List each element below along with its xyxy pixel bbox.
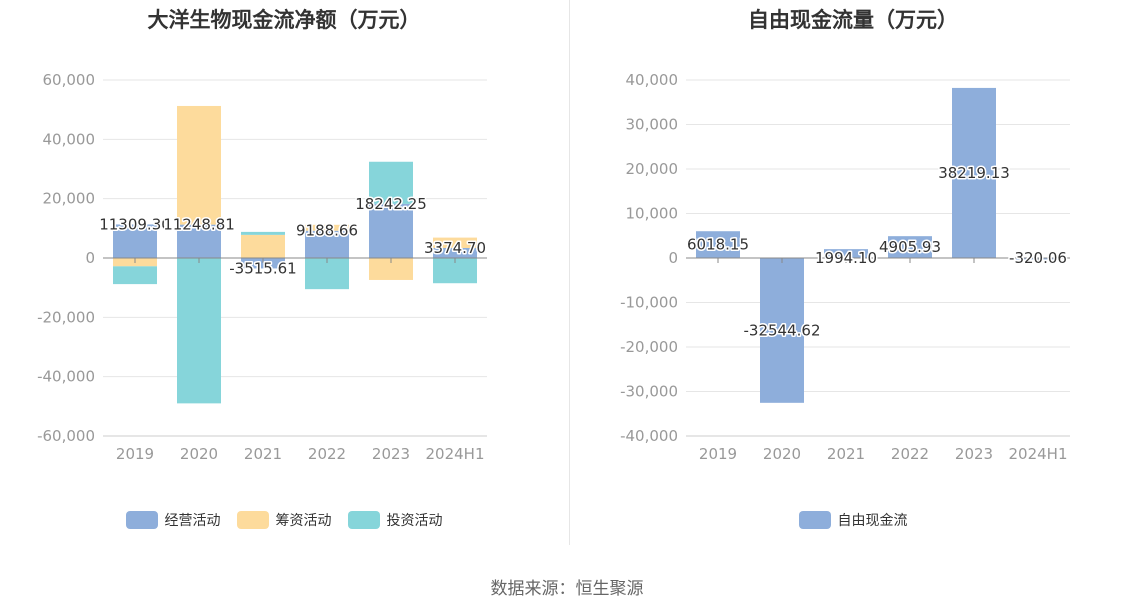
bar-financing (241, 234, 285, 258)
bar-operating (305, 230, 349, 258)
bar-investing (177, 258, 221, 404)
data-label: 4905.93 (879, 238, 941, 256)
data-label: -320.06 (1009, 249, 1067, 267)
y-tick-label: -40,000 (620, 427, 678, 445)
x-tick-label: 2021 (244, 445, 282, 463)
x-tick-label: 2024H1 (1009, 445, 1068, 463)
bar-series (952, 87, 996, 259)
y-tick-label: -30,000 (620, 383, 678, 401)
bar-series (760, 258, 804, 403)
x-tick-label: 2024H1 (426, 445, 485, 463)
data-label: 9188.66 (296, 222, 358, 240)
chart-title: 大洋生物现金流净额（万元） (147, 8, 421, 32)
bar-series (696, 231, 740, 258)
bar-financing (305, 224, 349, 231)
chart-title: 自由现金流量（万元） (748, 8, 958, 32)
data-source-note: 数据来源：恒生聚源 (490, 579, 644, 599)
x-tick-label: 2020 (180, 445, 218, 463)
legend-swatch (347, 511, 380, 529)
y-tick-label: 40,000 (626, 71, 679, 89)
x-tick-label: 2022 (308, 445, 346, 463)
x-tick-label: 2021 (827, 445, 865, 463)
cash-flow-net-chart: 大洋生物现金流净额（万元） 60,000 40,000 20,000 0 -20,000… (0, 0, 568, 545)
x-tick-label: 2019 (116, 445, 154, 463)
legend: 自由现金流 (572, 510, 1134, 530)
legend-item[interactable]: 自由现金流 (798, 510, 908, 530)
legend-swatch (236, 511, 269, 529)
bar-series (824, 249, 868, 258)
y-tick-label: 0 (85, 249, 95, 267)
bar-investing (241, 231, 285, 235)
legend-swatch (125, 511, 158, 529)
x-tick-label: 2019 (699, 445, 737, 463)
bar-series (888, 236, 932, 258)
bar-operating (177, 224, 221, 258)
y-tick-label: -40,000 (37, 368, 95, 386)
legend-label: 经营活动 (164, 513, 221, 529)
y-tick-label: -60,000 (37, 427, 95, 445)
y-tick-label: -20,000 (620, 338, 678, 356)
bar-investing (369, 161, 413, 204)
data-label: 1994.10 (815, 249, 877, 267)
y-tick-label: 20,000 (43, 190, 96, 208)
data-label: -3515.61 (229, 259, 296, 277)
legend-item[interactable]: 筹资活动 (236, 510, 332, 530)
legend-label: 投资活动 (386, 513, 443, 529)
free-cash-flow-plot: 40,000 30,000 20,000 10,000 0 -10,000 -20,000 -… (620, 71, 1070, 463)
data-label: 3374.70 (424, 239, 486, 257)
free-cash-flow-chart: 自由现金流量（万元） 40,000 30,000 20,000 10,000 0 -10,… (572, 0, 1134, 545)
bar-investing (113, 266, 157, 285)
data-label: 18242.25 (355, 195, 427, 213)
bar-financing (177, 105, 221, 225)
bar-operating (241, 258, 285, 269)
x-tick-label: 2023 (955, 445, 993, 463)
y-tick-label: 40,000 (43, 130, 96, 148)
data-label: 11309.30 (99, 215, 171, 233)
legend-item[interactable]: 投资活动 (347, 510, 443, 530)
legend-swatch (798, 511, 831, 529)
legend: 经营活动 筹资活动 投资活动 (0, 510, 568, 530)
data-label: 38219.13 (938, 164, 1010, 182)
legend-label: 筹资活动 (275, 513, 332, 529)
data-label: 11248.81 (163, 216, 235, 234)
y-tick-label: -10,000 (620, 294, 678, 312)
y-tick-label: 60,000 (43, 71, 96, 89)
bar-operating (369, 203, 413, 258)
legend-label: 自由现金流 (837, 513, 908, 529)
y-tick-label: 20,000 (626, 160, 679, 178)
bar-financing (369, 258, 413, 280)
y-tick-label: 30,000 (626, 116, 679, 134)
y-tick-label: 10,000 (626, 205, 679, 223)
x-tick-label: 2020 (763, 445, 801, 463)
legend-item[interactable]: 经营活动 (125, 510, 221, 530)
x-tick-label: 2023 (372, 445, 410, 463)
bar-financing (433, 237, 477, 248)
panel-divider (569, 0, 570, 545)
data-label: 6018.15 (687, 236, 749, 254)
bar-investing (305, 258, 349, 290)
y-tick-label: 0 (668, 249, 678, 267)
bar-operating (113, 224, 157, 258)
data-label: -32544.62 (744, 321, 821, 339)
cash-flow-net-plot: 60,000 40,000 20,000 0 -20,000 -40,000 -60,000… (37, 71, 487, 463)
y-tick-label: -20,000 (37, 308, 95, 326)
x-tick-label: 2022 (891, 445, 929, 463)
bar-operating (433, 247, 477, 258)
